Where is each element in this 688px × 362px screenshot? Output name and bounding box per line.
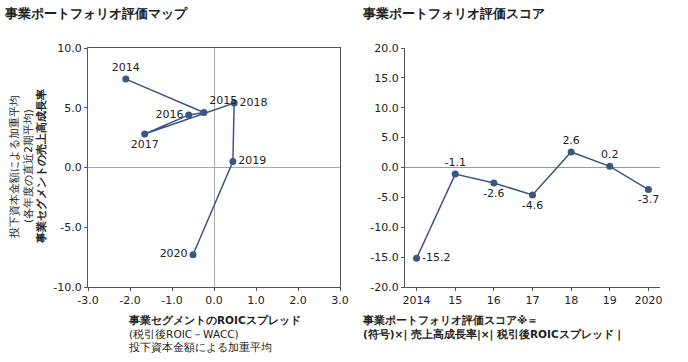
svg-text:事業ポートフォリオ評価スコア: 事業ポートフォリオ評価スコア bbox=[362, 6, 545, 21]
svg-text:投下資本金額による加重平均(各年度の直近2期平均)事業セグメ: 投下資本金額による加重平均(各年度の直近2期平均)事業セグメントの売上高成長率 bbox=[8, 89, 47, 244]
svg-text:10.0: 10.0 bbox=[374, 102, 399, 115]
svg-text:-2.6: -2.6 bbox=[483, 187, 504, 200]
svg-text:2.0: 2.0 bbox=[289, 294, 307, 307]
svg-text:2017: 2017 bbox=[131, 138, 159, 151]
svg-text:15: 15 bbox=[448, 294, 462, 307]
svg-text:15.0: 15.0 bbox=[374, 72, 399, 85]
svg-text:-10.0: -10.0 bbox=[370, 221, 398, 234]
svg-text:-4.6: -4.6 bbox=[522, 199, 543, 212]
svg-text:事業ポートフォリオ評価マップ: 事業ポートフォリオ評価マップ bbox=[4, 6, 188, 21]
svg-text:事業ポートフォリオ評価スコア※＝(符号)×| 売上高成長率|: 事業ポートフォリオ評価スコア※＝(符号)×| 売上高成長率|×| 税引後ROIC… bbox=[362, 314, 621, 341]
svg-text:-1.0: -1.0 bbox=[161, 294, 182, 307]
svg-text:17: 17 bbox=[526, 294, 540, 307]
svg-text:-15.2: -15.2 bbox=[422, 251, 450, 264]
svg-text:-2.0: -2.0 bbox=[119, 294, 140, 307]
svg-text:-5.0: -5.0 bbox=[377, 191, 398, 204]
svg-text:-3.0: -3.0 bbox=[77, 294, 98, 307]
svg-text:0.0: 0.0 bbox=[205, 294, 223, 307]
svg-text:2014: 2014 bbox=[112, 61, 140, 74]
svg-text:0.0: 0.0 bbox=[381, 161, 399, 174]
svg-text:5.0: 5.0 bbox=[64, 102, 82, 115]
svg-text:2016: 2016 bbox=[155, 108, 183, 121]
svg-text:3.0: 3.0 bbox=[331, 294, 349, 307]
svg-text:16: 16 bbox=[487, 294, 501, 307]
svg-text:-1.1: -1.1 bbox=[444, 156, 465, 169]
svg-text:-10.0: -10.0 bbox=[53, 281, 81, 294]
svg-text:18: 18 bbox=[564, 294, 578, 307]
svg-text:2018: 2018 bbox=[240, 96, 268, 109]
svg-text:-15.0: -15.0 bbox=[370, 251, 398, 264]
svg-text:2.6: 2.6 bbox=[562, 134, 580, 147]
svg-text:2014: 2014 bbox=[403, 294, 431, 307]
svg-text:0.0: 0.0 bbox=[64, 161, 82, 174]
svg-text:1.0: 1.0 bbox=[247, 294, 265, 307]
svg-text:19: 19 bbox=[603, 294, 617, 307]
svg-text:事業セグメントのROICスプレッド(税引後ROIC－WACC: 事業セグメントのROICスプレッド(税引後ROIC－WACC)投下資本金額による… bbox=[128, 314, 301, 353]
svg-text:0.2: 0.2 bbox=[601, 148, 619, 161]
svg-text:-5.0: -5.0 bbox=[60, 221, 81, 234]
svg-text:2020: 2020 bbox=[160, 247, 188, 260]
svg-text:2020: 2020 bbox=[634, 294, 662, 307]
svg-text:-20.0: -20.0 bbox=[370, 281, 398, 294]
svg-text:10.0: 10.0 bbox=[57, 42, 82, 55]
svg-text:5.0: 5.0 bbox=[381, 131, 399, 144]
svg-text:-3.7: -3.7 bbox=[638, 193, 659, 206]
svg-text:20.0: 20.0 bbox=[374, 42, 399, 55]
svg-text:2019: 2019 bbox=[238, 154, 266, 167]
svg-text:2015: 2015 bbox=[209, 94, 237, 107]
